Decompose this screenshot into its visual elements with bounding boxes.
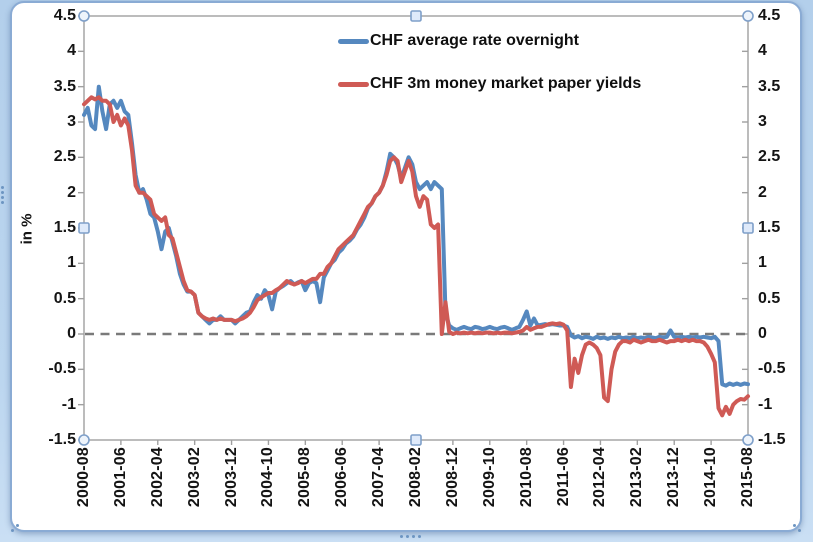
legend-label-overnight: CHF average rate overnight xyxy=(370,32,579,49)
chart-frame[interactable] xyxy=(10,1,802,532)
legend-item-overnight[interactable]: CHF average rate overnight xyxy=(338,31,641,51)
frame-grip-bottom-right[interactable] xyxy=(793,524,796,527)
series-line-paper-3m[interactable] xyxy=(82,95,750,418)
frame-grip-bottom-left[interactable] xyxy=(16,524,19,527)
legend-item-3m-paper[interactable]: CHF 3m money market paper yields xyxy=(338,74,641,94)
selection-handle-edge[interactable] xyxy=(410,434,422,446)
legend-swatch-3m-paper xyxy=(338,81,369,87)
selection-handle-corner[interactable] xyxy=(742,434,754,446)
frame-grip-left-middle[interactable] xyxy=(1,186,4,189)
selection-handle-edge[interactable] xyxy=(78,222,90,234)
legend: CHF average rate overnight CHF 3m money … xyxy=(338,31,641,94)
legend-label-3m-paper: CHF 3m money market paper yields xyxy=(370,75,642,92)
selection-handle-edge[interactable] xyxy=(410,10,422,22)
selection-handle-corner[interactable] xyxy=(78,434,90,446)
selection-handle-corner[interactable] xyxy=(742,10,754,22)
legend-swatch-overnight xyxy=(338,38,369,44)
frame-grip-bottom-center[interactable] xyxy=(400,535,403,538)
selection-handle-edge[interactable] xyxy=(742,222,754,234)
selection-handle-corner[interactable] xyxy=(78,10,90,22)
